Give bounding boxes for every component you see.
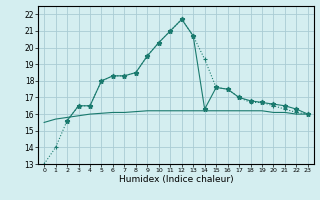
X-axis label: Humidex (Indice chaleur): Humidex (Indice chaleur) — [119, 175, 233, 184]
